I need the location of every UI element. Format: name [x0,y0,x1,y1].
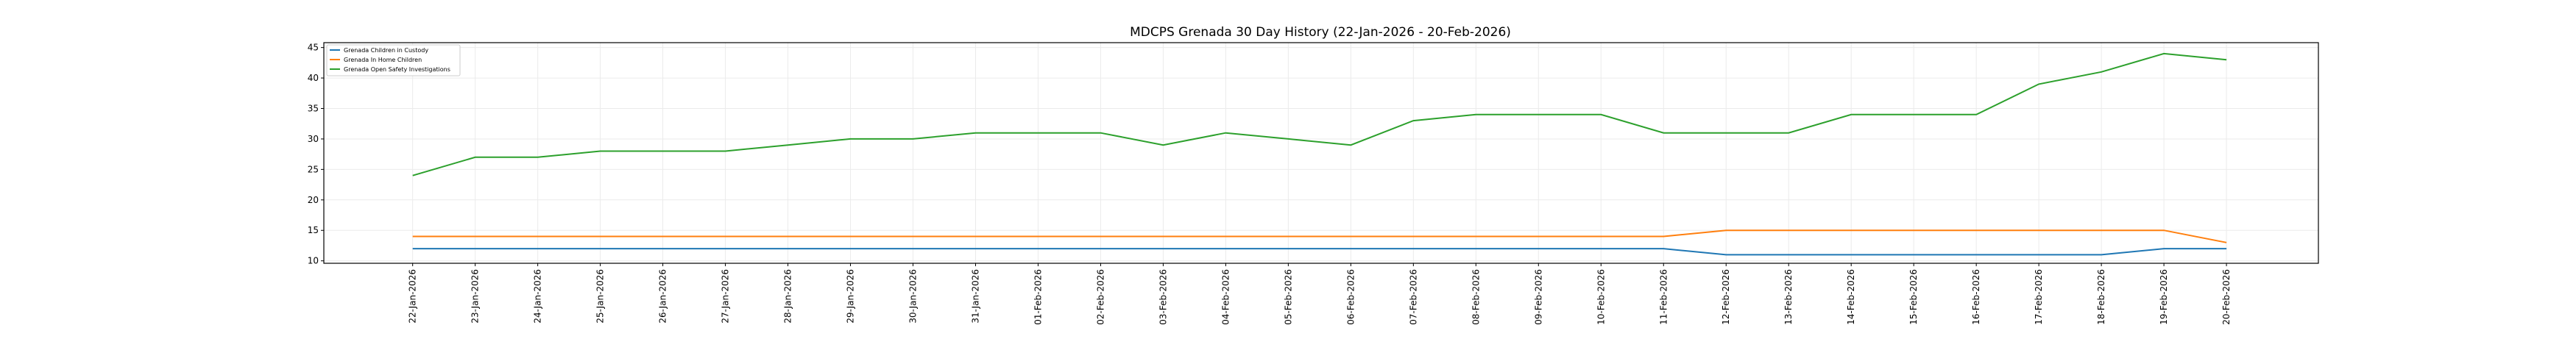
y-axis: 10 15 20 25 30 35 40 45 [308,43,324,266]
legend: Grenada Children in Custody Grenada In Ho… [326,44,461,76]
x-tick-label: 25-Jan-2026 [595,269,606,324]
x-axis: 22-Jan-2026 23-Jan-2026 24-Jan-2026 25-Jan-… [408,263,2232,325]
x-tick-label: 23-Jan-2026 [470,269,481,324]
x-tick-label: 10-Feb-2026 [1596,269,1606,325]
series-line-grenada-children-in-custody [412,248,2227,256]
y-tick-label: 30 [308,134,319,144]
x-tick-label: 08-Feb-2026 [1471,269,1481,325]
x-tick-label: 15-Feb-2026 [1908,269,1919,325]
legend-label: Grenada Children in Custody [344,47,428,54]
x-tick-label: 24-Jan-2026 [533,269,543,324]
y-tick-label: 15 [308,225,319,235]
x-tick-label: 14-Feb-2026 [1846,269,1856,325]
y-tick-label: 35 [308,104,319,114]
y-tick-label: 45 [308,43,319,53]
x-tick-label: 29-Jan-2026 [846,269,856,324]
y-tick-label: 25 [308,164,319,174]
x-tick-label: 02-Feb-2026 [1095,269,1105,325]
series-line-grenada-open-safety-investigations [412,52,2227,176]
x-tick-label: 20-Feb-2026 [2221,269,2232,325]
x-tick-label: 19-Feb-2026 [2159,269,2169,325]
x-tick-label: 31-Jan-2026 [970,269,980,324]
chart-title: MDCPS Grenada 30 Day History (22-Jan-202… [1130,25,1511,40]
x-tick-label: 07-Feb-2026 [1408,269,1418,325]
x-tick-label: 28-Jan-2026 [783,269,793,324]
x-tick-label: 06-Feb-2026 [1345,269,1356,325]
x-tick-label: 17-Feb-2026 [2034,269,2044,325]
x-tick-label: 11-Feb-2026 [1658,269,1669,325]
x-tick-label: 18-Feb-2026 [2096,269,2106,325]
x-tick-label: 01-Feb-2026 [1033,269,1043,325]
x-tick-label: 22-Jan-2026 [408,269,418,324]
legend-label: Grenada Open Safety Investigations [344,66,450,73]
legend-label: Grenada In Home Children [344,57,422,63]
y-tick-label: 10 [308,256,319,266]
grid [324,43,2318,263]
plot-frame [323,42,2319,264]
x-tick-label: 09-Feb-2026 [1533,269,1543,325]
y-tick-label: 40 [308,73,319,83]
x-tick-label: 05-Feb-2026 [1283,269,1293,325]
legend-box [326,44,461,76]
x-tick-label: 26-Jan-2026 [658,269,668,324]
x-tick-label: 13-Feb-2026 [1783,269,1794,325]
y-tick-label: 20 [308,195,319,205]
x-tick-label: 16-Feb-2026 [1971,269,1981,325]
series-line-grenada-in-home-children [412,229,2227,243]
x-tick-label: 04-Feb-2026 [1220,269,1231,325]
series-lines [412,52,2227,256]
x-tick-label: 30-Jan-2026 [908,269,919,324]
x-tick-label: 03-Feb-2026 [1158,269,1168,325]
x-tick-label: 27-Jan-2026 [721,269,731,324]
x-tick-label: 12-Feb-2026 [1721,269,1731,325]
